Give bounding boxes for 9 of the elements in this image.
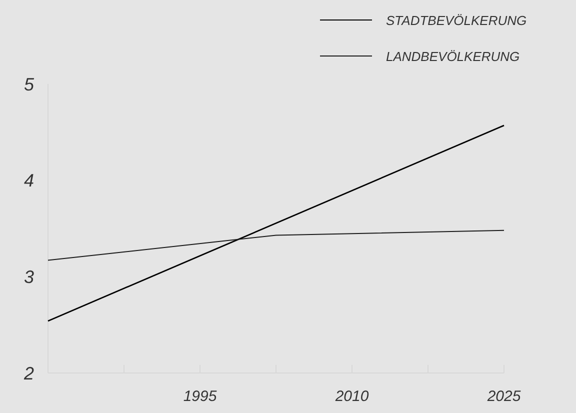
legend-label: LANDBEVÖLKERUNG: [386, 49, 520, 64]
y-tick-label: 5: [24, 74, 35, 94]
x-tick-label: 2010: [334, 388, 370, 405]
legend-label: STADTBEVÖLKERUNG: [386, 13, 527, 28]
y-tick-label: 4: [24, 170, 34, 191]
x-tick-label: 2025: [486, 388, 522, 405]
x-tick-label: 1995: [183, 388, 218, 405]
y-tick-label: 2: [22, 363, 34, 384]
y-tick-label: 3: [24, 266, 34, 287]
